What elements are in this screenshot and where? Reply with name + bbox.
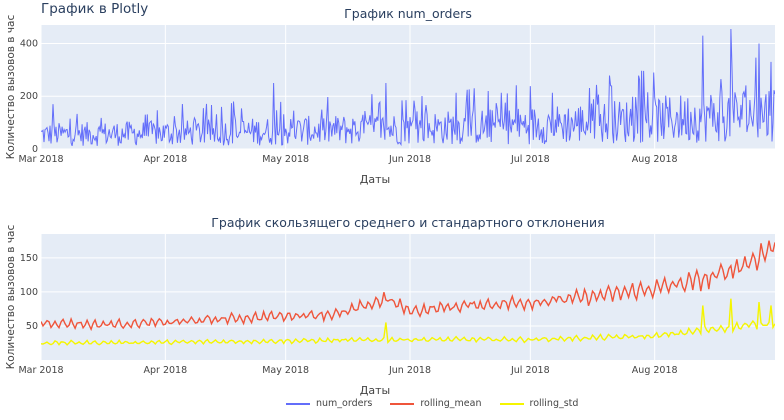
y-tick-label: 50	[26, 321, 38, 332]
chart-title-rolling: График скользящего среднего и стандартно…	[211, 215, 605, 230]
x-tick-label: May 2018	[262, 365, 309, 376]
legend-label-rolling-mean: rolling_mean	[420, 398, 482, 409]
x-tick-label: May 2018	[262, 154, 309, 165]
x-axis-title: Даты	[360, 173, 390, 186]
x-tick-label: Apr 2018	[144, 154, 188, 165]
legend-item-num-orders[interactable]: num_orders	[286, 398, 372, 409]
chart-title-orders: График num_orders	[344, 6, 472, 21]
legend-item-rolling-mean[interactable]: rolling_mean	[390, 398, 482, 409]
legend-label-num-orders: num_orders	[316, 398, 373, 409]
y-axis-title: Количество вызовов в час	[5, 15, 17, 160]
x-tick-label: Mar 2018	[18, 365, 63, 376]
legend-swatch-rolling-mean	[390, 402, 415, 405]
series-line-rolling_std	[41, 298, 775, 346]
legend-label-rolling-std: rolling_std	[529, 398, 579, 409]
series-group-1	[41, 240, 775, 346]
chart-1: Mar 2018 Apr 2018 May 2018 Jun 2018 Jul 2018…	[5, 225, 775, 397]
y-tick-label: 200	[20, 91, 38, 102]
legend-swatch-rolling-std	[499, 402, 524, 405]
series-line-rolling_mean	[41, 240, 775, 332]
x-tick-label: Jul 2018	[510, 154, 550, 165]
x-tick-label: Apr 2018	[144, 365, 188, 376]
y-axis-title: Количество вызовов в час	[5, 225, 17, 370]
x-tick-label: Aug 2018	[632, 365, 678, 376]
series-group-0	[41, 28, 775, 147]
chart-0: Mar 2018 Apr 2018 May 2018 Jun 2018 Jul 2018…	[5, 15, 775, 186]
y-tick-label: 100	[20, 287, 38, 298]
x-tick-label: Aug 2018	[632, 154, 678, 165]
legend-item-rolling-std[interactable]: rolling_std	[499, 398, 579, 409]
legend-swatch-num-orders	[286, 402, 310, 405]
y-tick-label: 150	[20, 253, 38, 264]
page-title: График в Plotly	[41, 1, 149, 17]
x-tick-label: Jun 2018	[388, 154, 431, 165]
x-tick-label: Mar 2018	[18, 154, 63, 165]
legend[interactable]: num_orders rolling_mean rolling_std	[286, 398, 578, 409]
x-tick-label: Jul 2018	[510, 365, 550, 376]
x-axis-title: Даты	[360, 384, 390, 397]
y-tick-label: 0	[32, 144, 38, 155]
series-line-num_orders	[41, 28, 775, 147]
x-tick-label: Jun 2018	[388, 365, 431, 376]
y-tick-label: 400	[20, 38, 38, 49]
